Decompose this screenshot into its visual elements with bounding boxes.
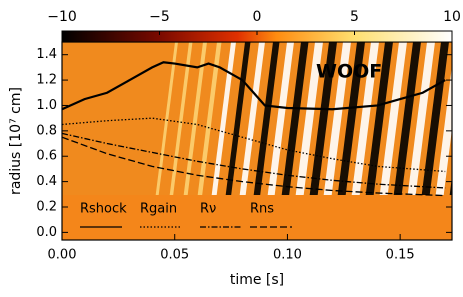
y-tick-label: 1.4 xyxy=(36,47,57,62)
colorbar-tick-label: 10 xyxy=(443,9,461,25)
legend-label: Rν xyxy=(200,202,216,217)
heatmap-stripe xyxy=(276,42,309,240)
heatmap-stripe xyxy=(416,42,449,240)
y-tick-label: 1.0 xyxy=(36,98,57,113)
heatmap-band xyxy=(62,195,452,240)
heatmap-stripe xyxy=(164,42,193,240)
y-tick-label: 0.2 xyxy=(36,200,57,215)
heatmap-stripe xyxy=(206,42,236,240)
heatmap-stripes xyxy=(62,42,452,240)
series-line xyxy=(61,61,446,111)
y-tick-label: 0.6 xyxy=(36,149,57,164)
x-tick-label: 0.00 xyxy=(48,248,77,263)
series-line xyxy=(61,132,446,189)
legend-label: Rns xyxy=(250,202,274,217)
heatmap-stripe xyxy=(248,42,280,240)
heatmap-stripe xyxy=(234,42,265,240)
y-tick-label: 0.0 xyxy=(36,225,57,240)
legend-label: Rshock xyxy=(80,202,127,217)
heatmap-stripe xyxy=(346,42,379,240)
heatmap-stripe xyxy=(220,42,251,240)
legend-label: Rgain xyxy=(140,202,177,217)
y-tick-label: 1.2 xyxy=(36,73,57,88)
y-axis-label: radius [10⁷ cm] xyxy=(8,87,24,195)
heatmap-stripe xyxy=(388,42,421,240)
colorbar-tick-label: −5 xyxy=(149,9,170,25)
x-tick-label: 0.15 xyxy=(386,248,415,263)
y-tick-label: 0.4 xyxy=(36,174,57,189)
y-tick-label: 0.8 xyxy=(36,123,57,138)
colorbar-tick-label: −10 xyxy=(47,9,77,25)
annotation: WOOF xyxy=(316,61,382,83)
heatmap-stripe xyxy=(150,42,178,240)
x-axis-label: time [s] xyxy=(230,272,284,288)
x-tick-label: 0.10 xyxy=(273,248,302,263)
series-line xyxy=(61,117,446,173)
colorbar-tick-label: 5 xyxy=(350,9,359,25)
heatmap-stripe xyxy=(290,42,323,240)
heatmap-stripe xyxy=(178,42,207,240)
heatmap-stripe xyxy=(262,42,294,240)
heatmap-stripe xyxy=(304,42,337,240)
heatmap-stripe xyxy=(192,42,222,240)
heatmap-stripe xyxy=(360,42,393,240)
heatmap-stripe xyxy=(374,42,407,240)
series-line xyxy=(61,136,446,197)
x-tick-label: 0.05 xyxy=(160,248,189,263)
colorbar-tick-label: 0 xyxy=(253,9,262,25)
